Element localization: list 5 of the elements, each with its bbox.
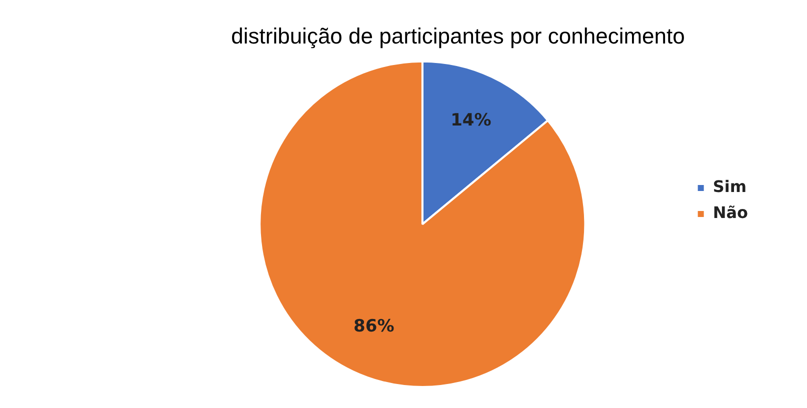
legend-label: Não <box>712 203 748 222</box>
data-label: 86% <box>354 316 394 337</box>
chart-title: distribuição de participantes por conhecimento <box>231 23 685 48</box>
data-label: 14% <box>450 110 492 131</box>
legend-label: Sim <box>712 177 747 196</box>
